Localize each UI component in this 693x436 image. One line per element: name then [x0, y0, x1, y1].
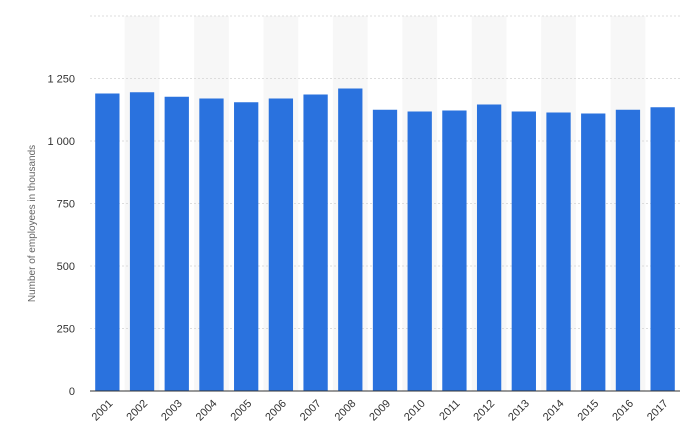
x-tick-label: 2017	[645, 398, 671, 424]
bar-2009	[372, 109, 398, 391]
x-tick-label: 2015	[576, 398, 602, 424]
y-tick-label: 1 250	[47, 74, 75, 86]
x-tick-label: 2004	[194, 398, 220, 424]
x-axis-ticks: 2001 2002 2003 2004 2005 2006 2007 2008 2009 2010…	[90, 398, 671, 424]
y-axis-title: Number of employees in thousands	[27, 145, 38, 302]
y-tick-label: 750	[57, 199, 75, 211]
x-tick-label: 2001	[90, 398, 116, 424]
bar-2016	[615, 109, 641, 391]
x-tick-label: 2003	[159, 398, 185, 424]
x-tick-label: 2005	[228, 398, 254, 424]
bars	[95, 88, 675, 391]
x-tick-label: 2008	[333, 398, 359, 424]
bar-2012	[476, 104, 502, 391]
x-tick-label: 2009	[367, 398, 393, 424]
x-tick-label: 2006	[263, 398, 289, 424]
x-tick-label: 2007	[298, 398, 324, 424]
bar-2003	[164, 96, 189, 391]
y-tick-label: 250	[57, 324, 75, 336]
x-tick-label: 2014	[541, 398, 567, 424]
bar-2008	[338, 88, 363, 391]
x-tick-label: 2012	[471, 398, 497, 424]
bar-2017	[650, 107, 675, 391]
y-tick-label: 500	[57, 261, 75, 273]
x-tick-label: 2010	[402, 398, 428, 424]
y-axis-ticks: 0 250 500 750 1 000 1 250	[47, 74, 75, 399]
bar-2015	[581, 113, 606, 391]
bar-2013	[511, 111, 536, 391]
x-tick-label: 2002	[124, 398, 150, 424]
bar-2002	[129, 92, 155, 391]
bar-2004	[199, 98, 224, 391]
x-tick-label: 2013	[506, 398, 532, 424]
x-tick-label: 2011	[437, 398, 462, 423]
bar-2010	[407, 111, 432, 391]
bar-2001	[95, 93, 120, 391]
bar-2011	[442, 110, 467, 391]
x-tick-label: 2016	[610, 398, 636, 424]
bar-2007	[303, 94, 328, 391]
y-tick-label: 1 000	[47, 136, 75, 148]
bar-2005	[234, 102, 259, 391]
bar-2014	[546, 112, 571, 391]
y-tick-label: 0	[69, 386, 75, 398]
bar-2006	[268, 98, 294, 391]
